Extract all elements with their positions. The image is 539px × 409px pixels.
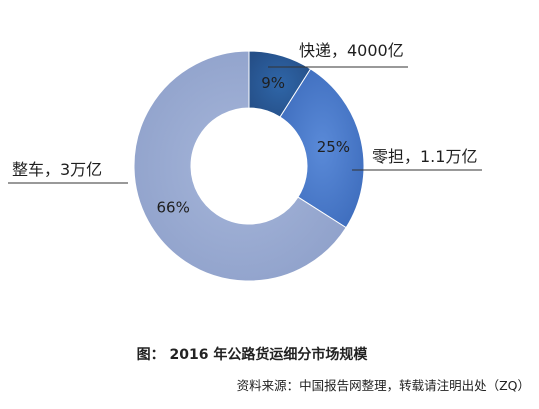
pct-label-lingdan: 25% <box>317 138 350 156</box>
callout-kuaidi: 快递，4000亿 <box>299 41 404 60</box>
pct-label-zhengche: 66% <box>157 199 190 217</box>
slice-lingdan <box>279 68 365 229</box>
callout-lingdan: 零担，1.1万亿 <box>372 147 477 166</box>
chart-caption: 图： 2016 年公路货运细分市场规模 <box>137 346 369 363</box>
percent-labels: 9% 25% 66% <box>157 74 351 217</box>
callout-zhengche: 整车，3万亿 <box>12 160 102 179</box>
donut-slices <box>133 50 365 282</box>
pct-label-kuaidi: 9% <box>261 74 285 92</box>
slice-zhengche <box>133 50 347 282</box>
source-note: 资料来源：中国报告网整理，转载请注明出处（ZQ） <box>237 378 530 393</box>
